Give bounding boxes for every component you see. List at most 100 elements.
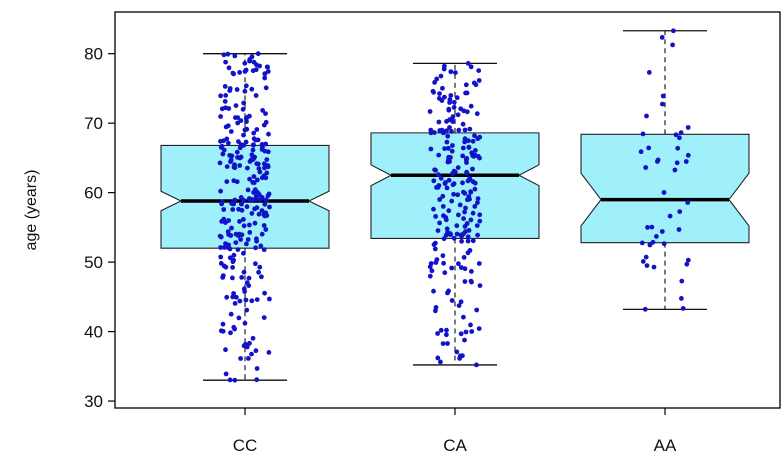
data-point <box>218 254 224 260</box>
data-point <box>462 279 468 284</box>
data-point <box>473 82 479 88</box>
data-point <box>445 133 451 139</box>
data-point <box>257 264 263 270</box>
data-point <box>434 257 440 262</box>
data-point <box>228 159 233 165</box>
data-point <box>242 88 248 94</box>
data-point <box>659 229 665 234</box>
data-point <box>457 353 463 359</box>
data-point <box>428 130 434 136</box>
data-point <box>446 177 452 183</box>
data-point <box>227 86 233 91</box>
plot-frame <box>114 11 781 409</box>
data-point <box>474 307 480 313</box>
data-point <box>254 205 260 211</box>
data-point <box>259 147 265 152</box>
data-point <box>234 179 240 185</box>
data-point <box>451 235 457 241</box>
data-point <box>244 119 249 124</box>
data-point <box>255 177 260 183</box>
data-point <box>466 228 472 233</box>
data-point <box>427 273 433 279</box>
data-point <box>259 208 265 214</box>
data-point <box>476 68 482 73</box>
data-point <box>444 185 450 191</box>
data-point <box>266 191 272 197</box>
data-point <box>244 241 249 247</box>
data-point <box>431 288 436 294</box>
data-point <box>226 65 232 71</box>
data-point <box>250 68 256 74</box>
x-tick-label: AA <box>654 436 677 455</box>
data-point <box>228 311 234 317</box>
data-point <box>221 52 227 58</box>
data-point <box>460 145 466 151</box>
data-point <box>462 266 468 272</box>
data-point <box>457 202 463 208</box>
data-point <box>263 85 269 91</box>
data-point <box>263 227 269 232</box>
data-point <box>459 233 464 239</box>
x-tick-label: CA <box>443 436 467 455</box>
data-point <box>660 93 666 99</box>
data-point <box>243 83 249 89</box>
data-point <box>260 108 265 113</box>
data-point <box>253 93 259 98</box>
data-point <box>437 220 442 226</box>
data-point <box>251 174 257 179</box>
data-point <box>651 264 657 270</box>
data-point <box>438 175 444 181</box>
data-point <box>232 377 238 383</box>
data-point <box>442 63 447 69</box>
data-point <box>465 61 471 66</box>
data-point <box>437 197 443 202</box>
data-point <box>223 93 229 98</box>
data-point <box>476 261 482 266</box>
data-point <box>218 234 224 240</box>
data-point <box>225 51 231 57</box>
data-point <box>684 261 690 267</box>
data-point <box>226 242 232 248</box>
data-point <box>466 138 471 144</box>
data-point <box>461 216 466 222</box>
data-point <box>237 231 242 237</box>
data-point <box>241 269 247 275</box>
data-point <box>256 191 262 197</box>
data-point <box>238 237 244 242</box>
data-point <box>428 146 434 152</box>
data-point <box>462 209 467 215</box>
data-point <box>249 351 254 357</box>
data-point <box>464 156 470 161</box>
data-point <box>439 98 445 103</box>
data-point <box>676 227 682 232</box>
data-point <box>250 197 256 203</box>
points-layer <box>217 28 691 383</box>
data-point <box>262 290 267 296</box>
data-point <box>446 106 452 112</box>
data-point <box>654 234 659 239</box>
data-point <box>429 268 435 274</box>
data-point <box>472 133 477 139</box>
data-point <box>427 264 433 270</box>
data-point <box>468 322 473 328</box>
data-point <box>252 220 258 226</box>
data-point <box>241 217 246 222</box>
data-point <box>449 171 455 177</box>
data-point <box>433 214 438 219</box>
data-point <box>245 165 250 171</box>
data-point <box>646 145 652 151</box>
y-tick-label: 30 <box>84 392 103 411</box>
data-point <box>461 108 467 114</box>
data-point <box>450 143 455 148</box>
data-point <box>645 225 650 230</box>
data-point <box>468 217 474 223</box>
data-point <box>265 149 271 155</box>
data-point <box>254 366 260 371</box>
data-point <box>247 230 253 235</box>
data-point <box>447 125 452 130</box>
data-point <box>469 329 475 334</box>
data-point <box>261 247 267 253</box>
data-point <box>265 64 270 70</box>
data-point <box>220 151 226 157</box>
data-point <box>266 131 271 137</box>
